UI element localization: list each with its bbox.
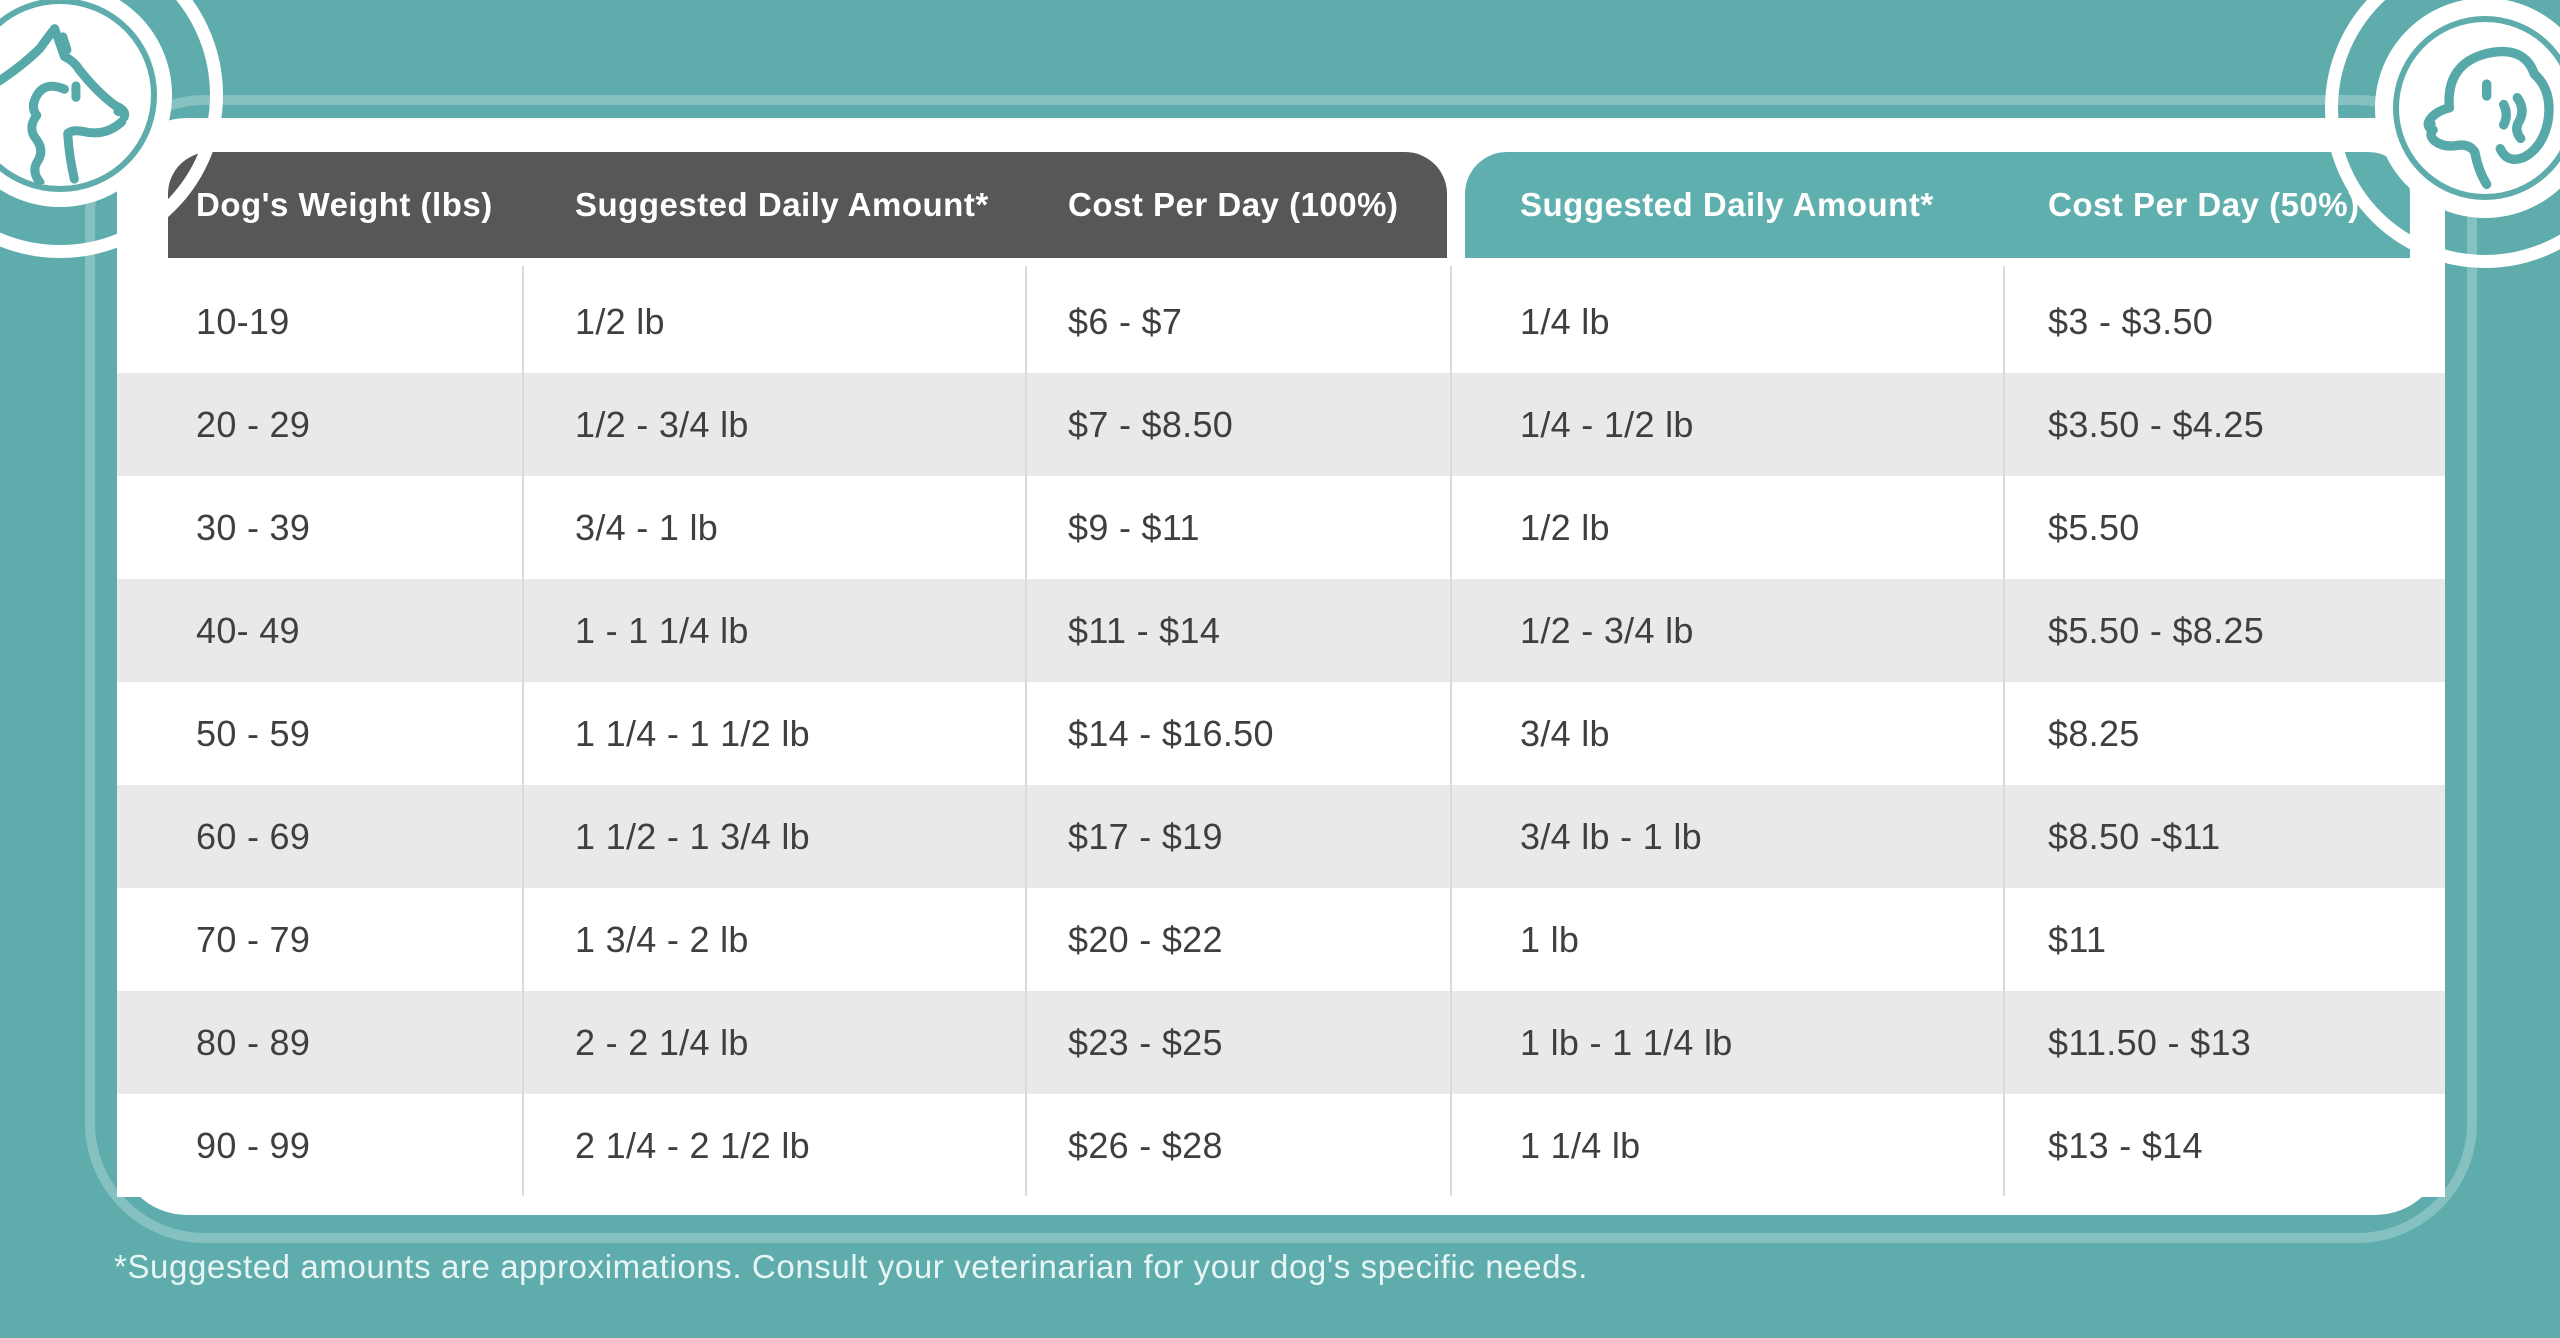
table-cell: $11.50 - $13 [2048, 1022, 2252, 1063]
table-row: 20 - 29 1/2 - 3/4 lb $7 - $8.50 1/4 - 1/2 l… [117, 373, 2445, 476]
table-cell: 70 - 79 [196, 919, 311, 960]
husky-dog-icon [0, 24, 130, 184]
table-cell: 1/2 - 3/4 lb [575, 404, 749, 445]
table-cell: 1 lb [1520, 919, 1580, 960]
table-cell: 3/4 - 1 lb [575, 507, 719, 548]
table-cell: 10-19 [196, 301, 290, 342]
table-cell: $5.50 [2048, 507, 2140, 548]
table-cell: 40- 49 [196, 610, 300, 651]
spaniel-dog-icon [2423, 46, 2554, 190]
left-medallion-inner-ring [0, 0, 157, 192]
table-cell: $9 - $11 [1068, 507, 1200, 548]
table-row: 70 - 79 1 3/4 - 2 lb $20 - $22 1 lb $11 [117, 888, 2445, 991]
table-cell: $6 - $7 [1068, 301, 1183, 342]
col-header-daily-amount-50: Suggested Daily Amount* [1520, 186, 1934, 223]
table-cell: 30 - 39 [196, 507, 311, 548]
column-divider [1025, 266, 1027, 1196]
col-header-cost-per-day-100: Cost Per Day (100%) [1068, 186, 1399, 223]
col-header-cost-per-day-50: Cost Per Day (50%) [2048, 186, 2360, 223]
table-cell: 1 1/4 - 1 1/2 lb [575, 713, 810, 754]
table-row: 80 - 89 2 - 2 1/4 lb $23 - $25 1 lb - 1 1/4… [117, 991, 2445, 1094]
table-cell: 50 - 59 [196, 713, 311, 754]
table-row: 40- 49 1 - 1 1/4 lb $11 - $14 1/2 - 3/4 lb $… [117, 579, 2445, 682]
table-cell: $8.50 -$11 [2048, 816, 2221, 857]
table-cell: $3 - $3.50 [2048, 301, 2214, 342]
table-row: 10-19 1/2 lb $6 - $7 1/4 lb $3 - $3.50 [117, 270, 2445, 373]
table-row: 60 - 69 1 1/2 - 1 3/4 lb $17 - $19 3/4 lb -… [117, 785, 2445, 888]
table-cell: $14 - $16.50 [1068, 713, 1274, 754]
column-divider [1450, 266, 1452, 1196]
table-cell: 1 lb - 1 1/4 lb [1520, 1022, 1733, 1063]
table-cell: 3/4 lb - 1 lb [1520, 816, 1703, 857]
table-cell: $26 - $28 [1068, 1125, 1223, 1166]
footnote: *Suggested amounts are approximations. C… [114, 1248, 1588, 1285]
col-header-daily-amount-100: Suggested Daily Amount* [575, 186, 989, 223]
table-row: 30 - 39 3/4 - 1 lb $9 - $11 1/2 lb $5.50 [117, 476, 2445, 579]
header-bar-half-price [1465, 152, 2410, 258]
table-cell: $11 [2048, 919, 2107, 960]
table-cell: $8.25 [2048, 713, 2140, 754]
column-divider [522, 266, 524, 1196]
table-cell: $3.50 - $4.25 [2048, 404, 2265, 445]
table-cell: 2 - 2 1/4 lb [575, 1022, 749, 1063]
table-cell: $23 - $25 [1068, 1022, 1223, 1063]
card-outline-ring [85, 95, 2477, 1243]
table-cell: 2 1/4 - 2 1/2 lb [575, 1125, 810, 1166]
table-cell: 1/4 lb [1520, 301, 1610, 342]
table-cell: $20 - $22 [1068, 919, 1223, 960]
table-cell: $17 - $19 [1068, 816, 1223, 857]
table-cell: $11 - $14 [1068, 610, 1221, 651]
table-cell: $7 - $8.50 [1068, 404, 1234, 445]
table-cell: 1/4 - 1/2 lb [1520, 404, 1694, 445]
table-rows: 10-19 1/2 lb $6 - $7 1/4 lb $3 - $3.50 20 - 2… [117, 270, 2445, 1197]
table-cell: 1 - 1 1/4 lb [575, 610, 749, 651]
table-cell: 1 1/4 lb [1520, 1125, 1641, 1166]
table-cell: 1 3/4 - 2 lb [575, 919, 749, 960]
table-cell: 1/2 lb [575, 301, 665, 342]
table-row: 90 - 99 2 1/4 - 2 1/2 lb $26 - $28 1 1/4 lb… [117, 1094, 2445, 1197]
table-cell: 3/4 lb [1520, 713, 1610, 754]
table-cell: 60 - 69 [196, 816, 311, 857]
table-cell: 1/2 - 3/4 lb [1520, 610, 1694, 651]
table-cell: 1 1/2 - 1 3/4 lb [575, 816, 810, 857]
table-cell: $13 - $14 [2048, 1125, 2203, 1166]
table-cell: 1/2 lb [1520, 507, 1610, 548]
table-cell: 90 - 99 [196, 1125, 311, 1166]
col-header-dogs-weight: Dog's Weight (lbs) [196, 186, 493, 223]
right-medallion-inner-ring [2393, 16, 2560, 200]
table-cell: $5.50 - $8.25 [2048, 610, 2265, 651]
table-row: 50 - 59 1 1/4 - 1 1/2 lb $14 - $16.50 3/4 l… [117, 682, 2445, 785]
header-bar-full-price [168, 152, 1447, 258]
column-divider [2003, 266, 2005, 1196]
table-cell: 20 - 29 [196, 404, 311, 445]
table-cell: 80 - 89 [196, 1022, 311, 1063]
